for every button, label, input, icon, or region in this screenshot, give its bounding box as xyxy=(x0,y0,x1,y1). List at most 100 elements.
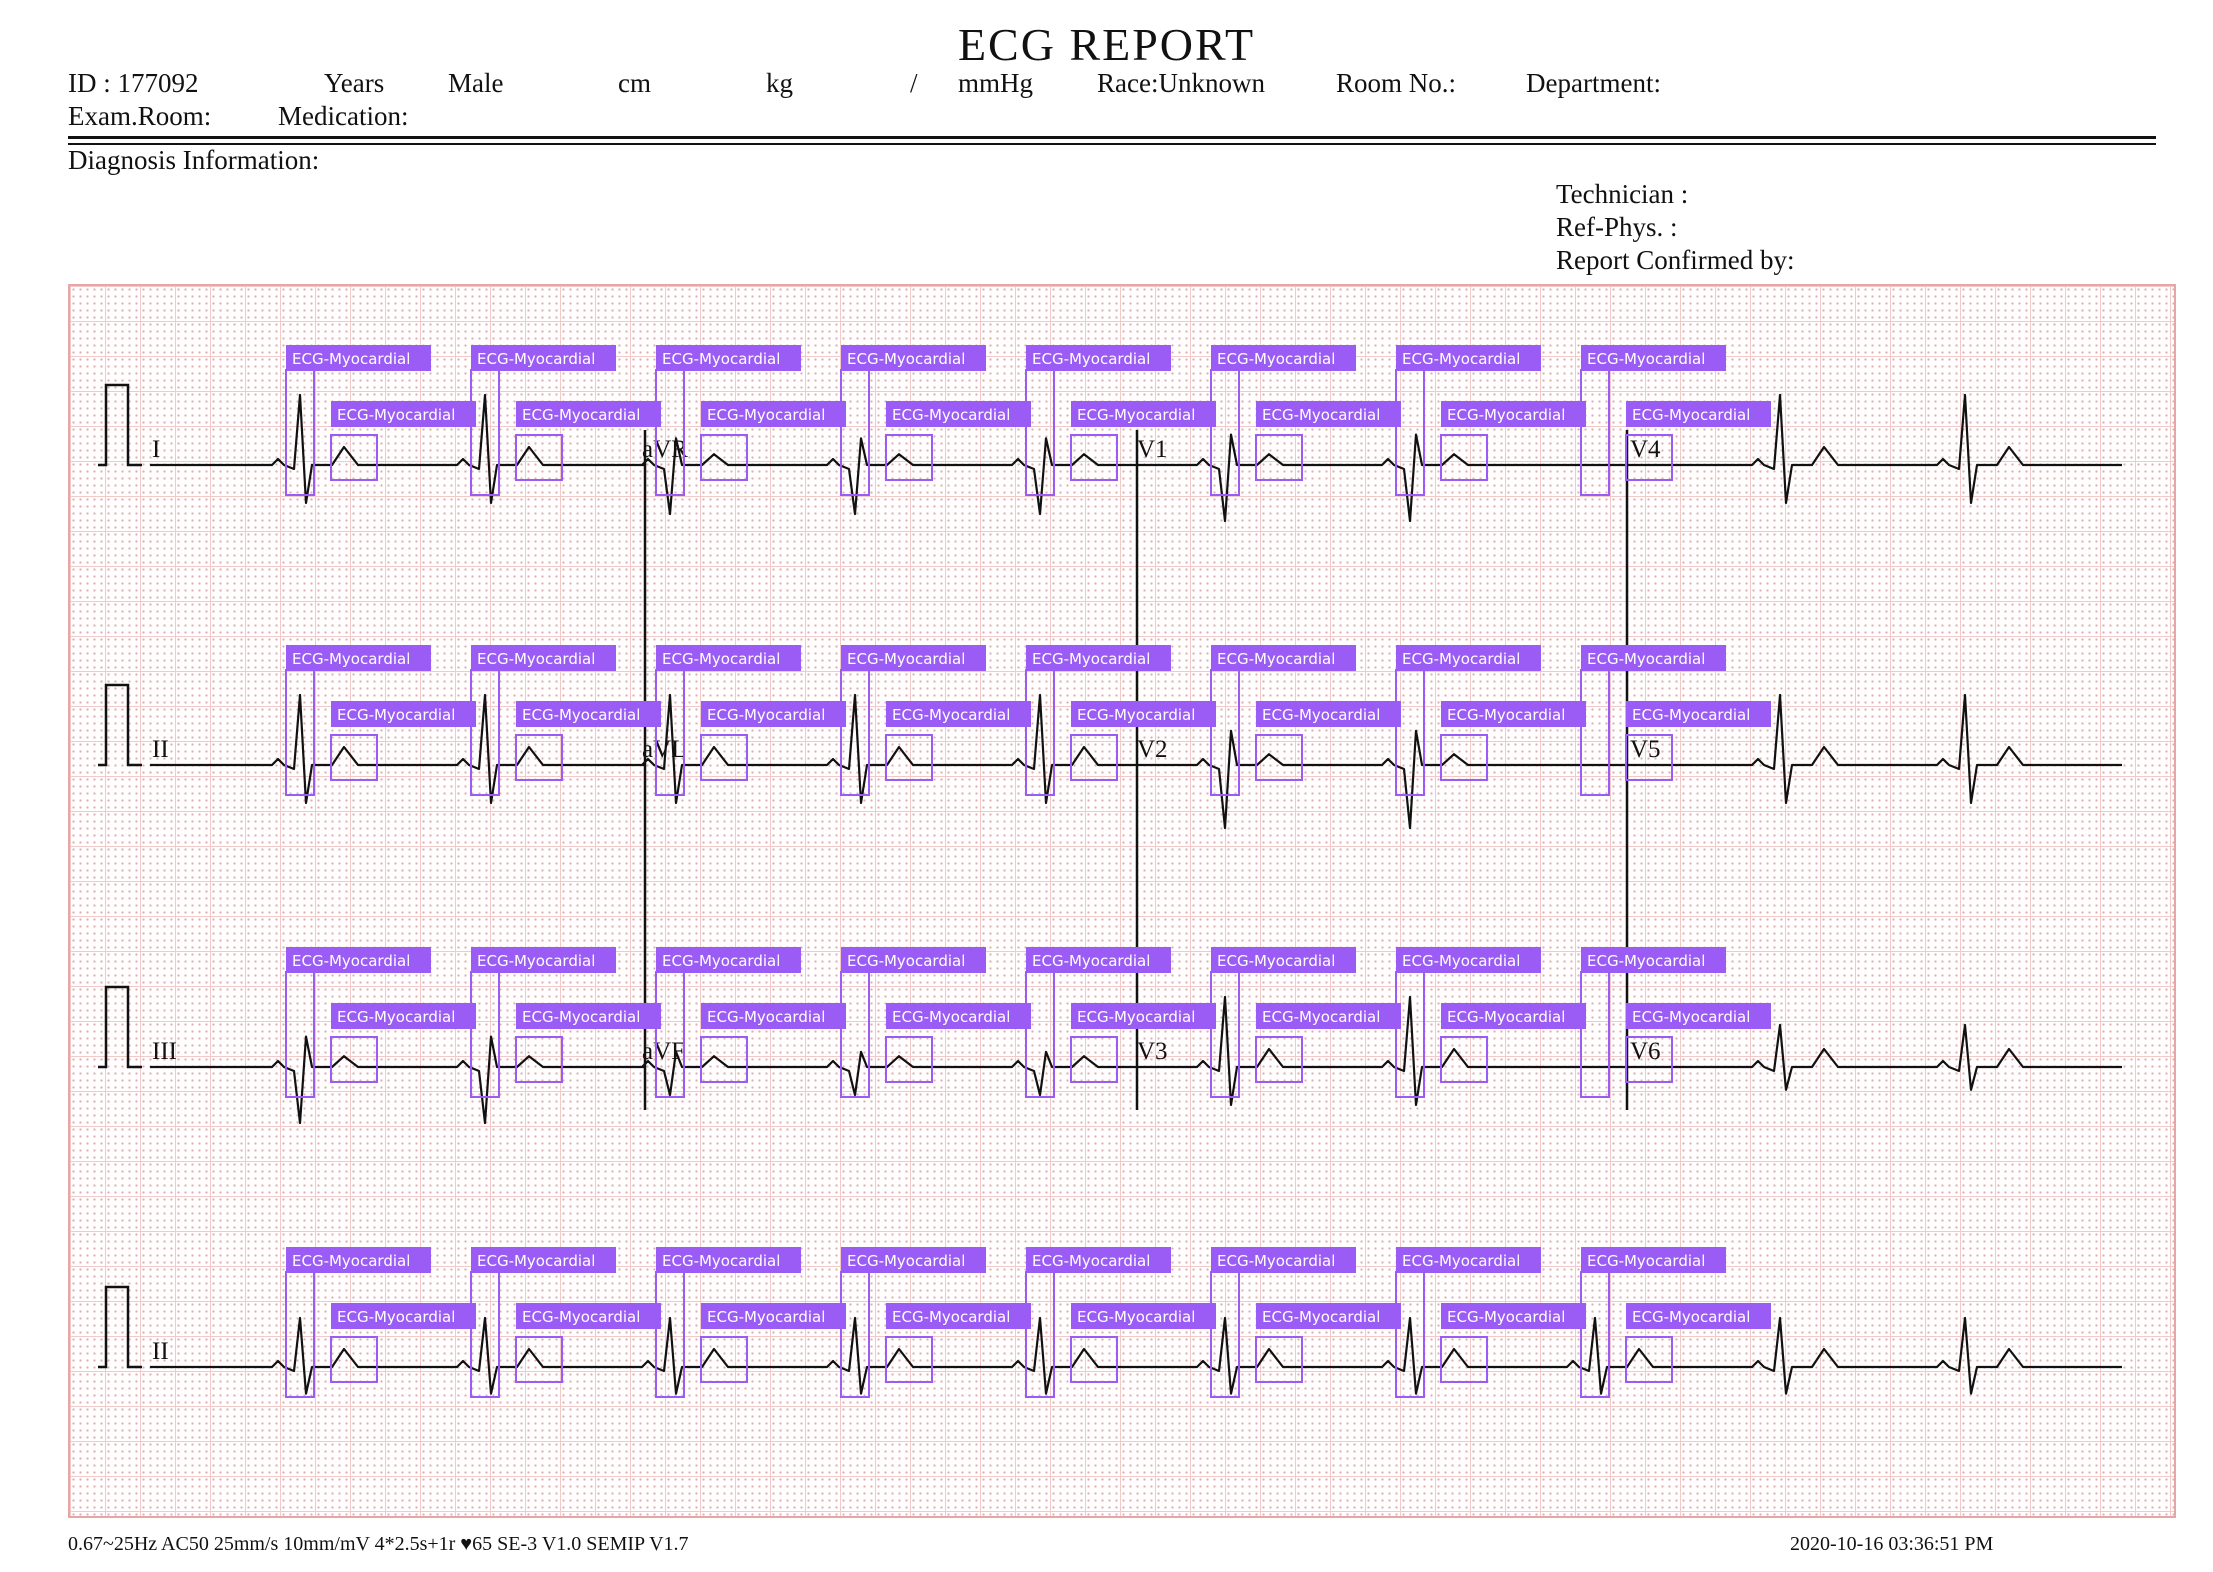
annotation-tag xyxy=(886,1003,1031,1029)
exam-room: Exam.Room: xyxy=(68,101,212,131)
medication: Medication: xyxy=(278,101,409,131)
annotation-box xyxy=(1440,434,1488,481)
lead-label: V2 xyxy=(1137,736,1168,763)
annotation-tag-label: ECG-Myocardial xyxy=(292,952,410,970)
annotation-box xyxy=(285,971,315,1098)
annotation-tag xyxy=(1626,401,1771,427)
room-no: Room No.: xyxy=(1336,68,1457,98)
annotation-tag-label: ECG-Myocardial xyxy=(1402,952,1520,970)
annotation-tag xyxy=(1441,401,1586,427)
lead-label: aVL xyxy=(642,736,686,763)
annotation-tag xyxy=(1211,345,1356,371)
annotation-tag-label: ECG-Myocardial xyxy=(1587,1252,1705,1270)
annotation-box xyxy=(1255,1036,1303,1083)
annotation-box xyxy=(1395,369,1425,496)
annotation-box xyxy=(885,434,933,481)
annotation-tag-label: ECG-Myocardial xyxy=(1217,1252,1335,1270)
annotation-box xyxy=(1255,434,1303,481)
annotation-tag-label: ECG-Myocardial xyxy=(1632,406,1750,424)
annotation-tag xyxy=(1441,1303,1586,1329)
annotation-tag-label: ECG-Myocardial xyxy=(892,1008,1010,1026)
annotation-tag xyxy=(656,345,801,371)
annotation-box xyxy=(1255,734,1303,781)
annotation-tag xyxy=(286,1247,431,1273)
annotation-box xyxy=(330,1036,378,1083)
annotation-tag xyxy=(1441,701,1586,727)
annotation-tag xyxy=(516,401,661,427)
height-unit: cm xyxy=(618,68,651,98)
annotation-tag xyxy=(1026,645,1171,671)
annotation-tag xyxy=(331,1303,476,1329)
annotation-tag xyxy=(471,645,616,671)
annotation-tag xyxy=(841,645,986,671)
annotation-tag-label: ECG-Myocardial xyxy=(1587,350,1705,368)
annotation-box xyxy=(1625,434,1673,481)
race: Race:Unknown xyxy=(1097,68,1265,98)
age-years: Years xyxy=(324,68,385,98)
annotation-box xyxy=(1210,669,1240,796)
annotation-tag xyxy=(1071,701,1216,727)
annotation-tag-label: ECG-Myocardial xyxy=(337,706,455,724)
annotation-tag-label: ECG-Myocardial xyxy=(522,1008,640,1026)
annotation-tag xyxy=(286,345,431,371)
annotation-box xyxy=(700,434,748,481)
annotation-tag xyxy=(841,345,986,371)
lead-label: III xyxy=(152,1038,177,1065)
annotation-tag-label: ECG-Myocardial xyxy=(1402,650,1520,668)
annotation-box xyxy=(1440,1336,1488,1383)
header-rule-bottom xyxy=(68,143,2156,145)
lead-label: aVR xyxy=(642,436,688,463)
annotation-tag xyxy=(1026,947,1171,973)
annotation-tag-label: ECG-Myocardial xyxy=(337,406,455,424)
annotation-tag xyxy=(1581,645,1726,671)
annotation-tag xyxy=(286,947,431,973)
annotation-box xyxy=(1440,1036,1488,1083)
annotation-tag xyxy=(516,1003,661,1029)
annotation-box xyxy=(1625,734,1673,781)
ecg-waveform xyxy=(150,393,2122,523)
annotation-tag-label: ECG-Myocardial xyxy=(477,1252,595,1270)
annotation-tag-label: ECG-Myocardial xyxy=(1587,952,1705,970)
annotation-tag xyxy=(331,1003,476,1029)
annotation-tag xyxy=(1626,1003,1771,1029)
calibration-pulse xyxy=(98,1285,142,1369)
annotation-tag-label: ECG-Myocardial xyxy=(1632,1008,1750,1026)
bp-unit: mmHg xyxy=(958,68,1034,98)
lead-label: V6 xyxy=(1630,1038,1661,1065)
annotation-box xyxy=(1070,434,1118,481)
annotation-tag xyxy=(1071,1303,1216,1329)
annotation-box xyxy=(885,734,933,781)
annotation-tag xyxy=(1396,645,1541,671)
annotation-box xyxy=(1070,734,1118,781)
lead-label: II xyxy=(152,736,169,763)
annotation-tag-label: ECG-Myocardial xyxy=(1447,1308,1565,1326)
annotation-box xyxy=(655,971,685,1098)
annotation-tag xyxy=(886,701,1031,727)
annotation-tag-label: ECG-Myocardial xyxy=(892,406,1010,424)
annotation-box xyxy=(700,1336,748,1383)
lead-label: II xyxy=(152,1338,169,1365)
annotation-tag-label: ECG-Myocardial xyxy=(1032,350,1150,368)
annotation-tag-label: ECG-Myocardial xyxy=(477,350,595,368)
annotation-box xyxy=(885,1336,933,1383)
annotation-tag-label: ECG-Myocardial xyxy=(1262,1308,1380,1326)
annotation-tag-label: ECG-Myocardial xyxy=(1402,1252,1520,1270)
annotation-tag-label: ECG-Myocardial xyxy=(662,650,780,668)
annotation-tag xyxy=(1256,1303,1401,1329)
annotation-tag-label: ECG-Myocardial xyxy=(892,706,1010,724)
annotation-tag xyxy=(1026,345,1171,371)
annotation-box xyxy=(1625,1336,1673,1383)
annotation-tag-label: ECG-Myocardial xyxy=(337,1008,455,1026)
ecg-waveform xyxy=(150,1316,2122,1395)
annotation-box xyxy=(1070,1036,1118,1083)
annotation-tag xyxy=(1211,645,1356,671)
acquisition-settings: 0.67~25Hz AC50 25mm/s 10mm/mV 4*2.5s+1r … xyxy=(68,1533,689,1555)
annotation-box xyxy=(1440,734,1488,781)
annotation-tag-label: ECG-Myocardial xyxy=(847,952,965,970)
annotation-tag xyxy=(471,1247,616,1273)
annotation-tag xyxy=(886,1303,1031,1329)
annotation-tag-label: ECG-Myocardial xyxy=(1632,706,1750,724)
annotation-tag-label: ECG-Myocardial xyxy=(1077,1008,1195,1026)
annotation-box xyxy=(470,971,500,1098)
